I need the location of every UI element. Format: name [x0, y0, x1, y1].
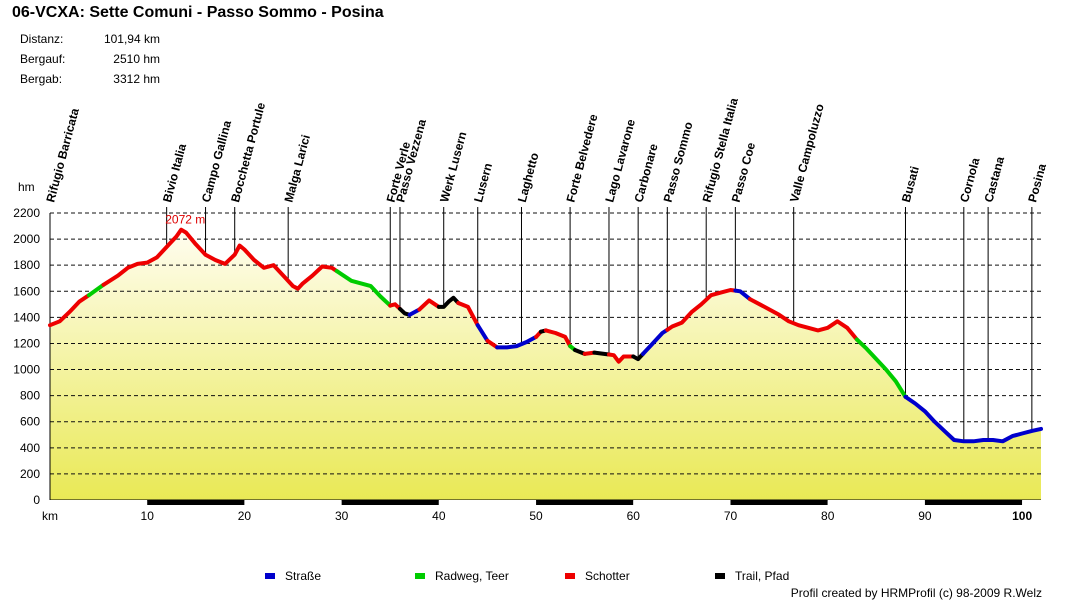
legend-swatch-radweg: [415, 573, 425, 579]
profile-segment-trail: [631, 351, 645, 362]
x-tick-label-70: 70: [724, 509, 738, 523]
waypoint-label: Busati: [899, 165, 922, 204]
x-tick-label-40: 40: [432, 509, 446, 523]
x-tick-label-50: 50: [529, 509, 543, 523]
legend-swatch-schotter: [565, 573, 575, 579]
x-scale-segment: [244, 500, 342, 505]
waypoint-label: Posina: [1025, 162, 1049, 204]
profile-segment-schotter: [747, 297, 859, 342]
chart-title: 06-VCXA: Sette Comuni - Passo Sommo - Po…: [12, 4, 384, 21]
y-tick-label-200: 200: [20, 467, 40, 481]
profile-segment-trail: [436, 295, 461, 309]
legend-swatch-strasse: [265, 573, 275, 579]
y-tick-label-2000: 2000: [13, 232, 40, 246]
x-scale-segment: [827, 500, 925, 505]
stat-bergab-value: 3312 hm: [113, 72, 160, 86]
profile-segment-trail: [592, 350, 611, 357]
waypoint-label: Carbonare: [632, 142, 661, 204]
waypoint-label: Forte Belvedere: [563, 112, 600, 204]
profile-segment-strasse: [495, 334, 539, 350]
waypoint-label: Cornola: [957, 156, 982, 204]
x-tick-label-90: 90: [918, 509, 932, 523]
profile-segment-radweg: [854, 337, 908, 399]
profile-segment-schotter: [101, 227, 339, 291]
y-tick-label-600: 600: [20, 415, 40, 429]
waypoint-label: Bocchetta Portule: [228, 101, 268, 204]
y-tick-label-0: 0: [33, 493, 40, 507]
y-tick-label-1800: 1800: [13, 258, 40, 272]
profile-segment-schotter: [388, 302, 402, 311]
x-tick-label-60: 60: [627, 509, 641, 523]
x-tick-label-30: 30: [335, 509, 349, 523]
x-scale-segment: [924, 500, 1023, 505]
waypoint-label: Werk Lusern: [437, 130, 469, 204]
y-axis-label: hm: [18, 180, 35, 194]
y-tick-label-1200: 1200: [13, 336, 40, 350]
profile-segment-schotter: [48, 293, 91, 328]
y-tick-label-1400: 1400: [13, 310, 40, 324]
stat-distanz-label: Distanz:: [20, 32, 64, 46]
profile-segment-schotter: [543, 328, 573, 349]
waypoint-label: Campo Gallina: [199, 119, 234, 204]
waypoint-label: Valle Campoluzzo: [787, 102, 827, 204]
profile-segment-schotter: [665, 288, 738, 332]
x-tick-label-80: 80: [821, 509, 835, 523]
x-axis-label: km: [42, 509, 58, 523]
waypoint-label: Bivio Italia: [160, 142, 189, 204]
y-tick-label-2200: 2200: [13, 206, 40, 220]
y-tick-label-800: 800: [20, 389, 40, 403]
y-tick-label-1600: 1600: [13, 284, 40, 298]
stat-bergab-label: Bergab:: [20, 72, 63, 86]
legend-label-strasse: Straße: [285, 569, 321, 583]
x-scale-segment: [341, 500, 439, 505]
legend-label-radweg: Radweg, Teer: [435, 569, 509, 583]
waypoint-label: Passo Sommo: [661, 120, 696, 204]
waypoint-label: Malga Larici: [282, 133, 313, 204]
profile-segment-radweg: [334, 269, 393, 308]
waypoint-label: Laghetto: [515, 151, 542, 204]
profile-segment-strasse: [641, 327, 670, 356]
waypoint-label: Castana: [981, 155, 1007, 204]
waypoint-label: Lago Lavarone: [602, 117, 638, 203]
x-tick-label-10: 10: [141, 509, 155, 523]
profile-area: [50, 229, 1041, 500]
profile-segment-strasse: [903, 394, 1043, 444]
credit-text: Profil created by HRMProfil (c) 98-2009 …: [790, 586, 1042, 600]
waypoint-label: Rifugio Barricata: [43, 106, 82, 203]
stat-bergauf-value: 2510 hm: [113, 52, 160, 66]
x-scale-segment: [730, 500, 828, 505]
x-scale-segment: [633, 500, 731, 505]
profile-segment-schotter: [607, 352, 636, 364]
profile-segment-schotter: [417, 298, 441, 312]
x-tick-label-20: 20: [238, 509, 252, 523]
waypoint-label: Lusern: [471, 162, 495, 204]
x-scale-segment: [1022, 500, 1041, 505]
x-scale-segment: [50, 500, 148, 505]
profile-segment-strasse: [733, 288, 752, 302]
profile-segment-schotter: [456, 301, 480, 328]
waypoint-label: Passo Coe: [729, 141, 758, 204]
legend-label-trail: Trail, Pfad: [735, 569, 789, 583]
profile-segment-radweg: [86, 282, 106, 298]
max-elevation-label: 2072 m: [165, 213, 205, 227]
profile-segment-strasse: [475, 323, 490, 343]
stat-bergauf-label: Bergauf:: [20, 52, 66, 66]
x-scale-segment: [536, 500, 634, 505]
x-tick-label-100: 100: [1012, 509, 1032, 523]
x-scale-segment: [438, 500, 537, 505]
y-tick-label-1000: 1000: [13, 363, 40, 377]
x-scale-segment: [147, 500, 245, 505]
y-tick-label-400: 400: [20, 441, 40, 455]
legend-label-schotter: Schotter: [585, 569, 630, 583]
legend-swatch-trail: [715, 573, 725, 579]
stat-distanz-value: 101,94 km: [103, 32, 160, 46]
